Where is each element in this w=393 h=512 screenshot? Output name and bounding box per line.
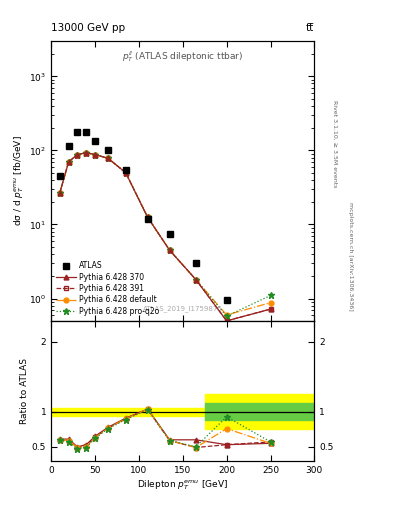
Pythia 6.428 default xyxy=(123,169,128,176)
Pythia 6.428 pro-q2o xyxy=(66,159,71,165)
ATLAS xyxy=(194,260,198,266)
ATLAS xyxy=(167,230,172,237)
Pythia 6.428 391 xyxy=(123,169,128,176)
Pythia 6.428 default xyxy=(145,214,150,220)
Line: Pythia 6.428 391: Pythia 6.428 391 xyxy=(57,151,273,323)
Pythia 6.428 default xyxy=(75,152,80,158)
Pythia 6.428 default xyxy=(167,247,172,253)
Pythia 6.428 370 xyxy=(106,155,110,161)
Pythia 6.428 pro-q2o xyxy=(106,155,110,161)
Pythia 6.428 pro-q2o xyxy=(84,150,88,156)
Text: tt̅: tt̅ xyxy=(306,23,314,33)
Pythia 6.428 370 xyxy=(57,189,62,196)
Pythia 6.428 pro-q2o xyxy=(75,152,80,158)
Pythia 6.428 default xyxy=(93,152,97,158)
ATLAS xyxy=(123,166,128,173)
Pythia 6.428 default xyxy=(57,189,62,196)
Y-axis label: dσ / d $p_T^{emu}$ [fb/GeV]: dσ / d $p_T^{emu}$ [fb/GeV] xyxy=(13,136,26,226)
ATLAS xyxy=(66,143,71,149)
Pythia 6.428 391 xyxy=(66,159,71,165)
Pythia 6.428 391 xyxy=(84,150,88,156)
Pythia 6.428 391 xyxy=(167,247,172,253)
Pythia 6.428 pro-q2o xyxy=(93,152,97,158)
Legend: ATLAS, Pythia 6.428 370, Pythia 6.428 391, Pythia 6.428 default, Pythia 6.428 pr: ATLAS, Pythia 6.428 370, Pythia 6.428 39… xyxy=(55,260,160,317)
Pythia 6.428 391 xyxy=(194,276,198,283)
Text: Rivet 3.1.10, ≥ 3.5M events: Rivet 3.1.10, ≥ 3.5M events xyxy=(332,100,337,187)
Text: ATLAS_2019_I1759875: ATLAS_2019_I1759875 xyxy=(143,306,222,312)
Pythia 6.428 391 xyxy=(268,306,273,312)
Pythia 6.428 pro-q2o xyxy=(268,292,273,298)
ATLAS xyxy=(75,130,80,136)
Pythia 6.428 pro-q2o xyxy=(123,169,128,176)
Pythia 6.428 default xyxy=(268,300,273,306)
Pythia 6.428 370 xyxy=(66,159,71,165)
Pythia 6.428 370 xyxy=(84,150,88,156)
Pythia 6.428 391 xyxy=(224,318,229,324)
ATLAS xyxy=(268,344,273,350)
Pythia 6.428 391 xyxy=(57,189,62,196)
Pythia 6.428 default xyxy=(66,159,71,165)
ATLAS xyxy=(106,147,110,154)
Pythia 6.428 391 xyxy=(106,155,110,161)
Pythia 6.428 pro-q2o xyxy=(57,189,62,196)
ATLAS xyxy=(93,138,97,144)
Pythia 6.428 370 xyxy=(75,152,80,158)
Pythia 6.428 pro-q2o xyxy=(224,313,229,319)
Pythia 6.428 pro-q2o xyxy=(167,247,172,253)
Line: Pythia 6.428 default: Pythia 6.428 default xyxy=(57,151,273,317)
Pythia 6.428 370 xyxy=(123,169,128,176)
Pythia 6.428 370 xyxy=(224,318,229,324)
X-axis label: Dilepton $p_T^{emu}$ [GeV]: Dilepton $p_T^{emu}$ [GeV] xyxy=(137,479,228,493)
Pythia 6.428 default xyxy=(224,312,229,318)
Line: ATLAS: ATLAS xyxy=(57,129,274,350)
ATLAS xyxy=(224,297,229,303)
Text: mcplots.cern.ch [arXiv:1306.3436]: mcplots.cern.ch [arXiv:1306.3436] xyxy=(348,202,353,310)
Pythia 6.428 pro-q2o xyxy=(194,276,198,283)
Pythia 6.428 default xyxy=(106,155,110,161)
Line: Pythia 6.428 370: Pythia 6.428 370 xyxy=(57,151,273,323)
Y-axis label: Ratio to ATLAS: Ratio to ATLAS xyxy=(20,358,29,424)
Pythia 6.428 391 xyxy=(93,152,97,158)
Text: 13000 GeV pp: 13000 GeV pp xyxy=(51,23,125,33)
ATLAS xyxy=(84,130,88,136)
Pythia 6.428 default xyxy=(194,276,198,283)
Pythia 6.428 pro-q2o xyxy=(145,214,150,220)
Pythia 6.428 370 xyxy=(93,152,97,158)
Pythia 6.428 391 xyxy=(75,152,80,158)
ATLAS xyxy=(145,216,150,222)
Pythia 6.428 391 xyxy=(145,214,150,220)
Pythia 6.428 370 xyxy=(167,247,172,253)
Pythia 6.428 default xyxy=(84,150,88,156)
ATLAS xyxy=(57,173,62,179)
Line: Pythia 6.428 pro-q2o: Pythia 6.428 pro-q2o xyxy=(57,150,274,319)
Pythia 6.428 370 xyxy=(194,276,198,283)
Text: $p_T^{ll}$ (ATLAS dileptonic ttbar): $p_T^{ll}$ (ATLAS dileptonic ttbar) xyxy=(122,49,243,65)
Pythia 6.428 370 xyxy=(145,214,150,220)
Pythia 6.428 370 xyxy=(268,306,273,312)
